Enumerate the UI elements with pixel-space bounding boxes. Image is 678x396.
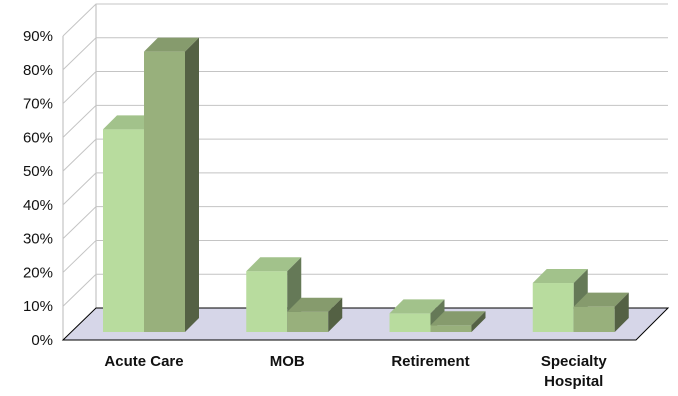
y-tick-label: 20% <box>23 264 53 281</box>
bar <box>144 37 199 333</box>
gridline <box>62 239 668 273</box>
bar-top-face <box>573 292 629 307</box>
y-tick-label: 70% <box>23 96 53 113</box>
chart-walls <box>62 4 97 340</box>
floor-plane <box>61 307 670 341</box>
bar <box>287 297 343 332</box>
gridline <box>62 37 668 71</box>
side-wall <box>63 4 96 340</box>
bar-front-face <box>103 129 144 332</box>
y-tick-label: 40% <box>23 197 53 214</box>
gridline <box>62 206 668 240</box>
bar-front-face <box>144 51 185 333</box>
bar-front-face <box>532 283 574 332</box>
gridline <box>62 104 668 138</box>
bar-front-face <box>246 271 288 332</box>
y-tick-label: 60% <box>23 129 53 146</box>
y-tick-label: 0% <box>31 332 53 349</box>
gridline <box>62 172 668 206</box>
bar-side-face <box>614 292 629 332</box>
bar-front-face <box>287 311 329 332</box>
bar-front-face <box>430 325 472 332</box>
bar-top-face <box>532 269 588 284</box>
bar <box>573 292 629 332</box>
y-axis-tick-labels: 0% 10% 20% 30% 40% 50% 60% 70% 80% 90% <box>23 28 53 349</box>
y-tick-label: 30% <box>23 231 53 248</box>
bar-top-face <box>430 311 486 326</box>
y-tick-label: 10% <box>23 298 53 315</box>
gridlines <box>62 3 668 307</box>
bar-front-face <box>573 306 615 332</box>
bar-top-face <box>287 297 343 312</box>
bar-side-face <box>471 311 486 332</box>
x-category-label: MOB <box>270 353 305 370</box>
bars <box>103 37 629 333</box>
y-tick-label: 80% <box>23 62 53 79</box>
gridline <box>62 71 668 104</box>
y-tick-label: 90% <box>23 28 53 45</box>
x-category-label: Acute Care <box>104 353 183 370</box>
bar <box>430 311 486 332</box>
bar-side-face <box>185 37 199 333</box>
bar-top-face <box>246 257 302 272</box>
x-category-label: Specialty Hospital <box>541 353 608 390</box>
x-category-label: Retirement <box>391 353 469 370</box>
bar-front-face <box>389 313 431 332</box>
bar-top-face <box>144 37 199 52</box>
gridline <box>62 273 668 307</box>
chart-floor <box>61 307 670 341</box>
y-tick-label: 50% <box>23 163 53 180</box>
gridline <box>62 3 668 37</box>
bar-top-face <box>389 299 445 314</box>
gridline <box>62 138 668 172</box>
x-axis-category-labels: Acute Care MOB Retirement Specialty Hospital <box>104 353 607 390</box>
bar-side-face <box>328 297 343 332</box>
